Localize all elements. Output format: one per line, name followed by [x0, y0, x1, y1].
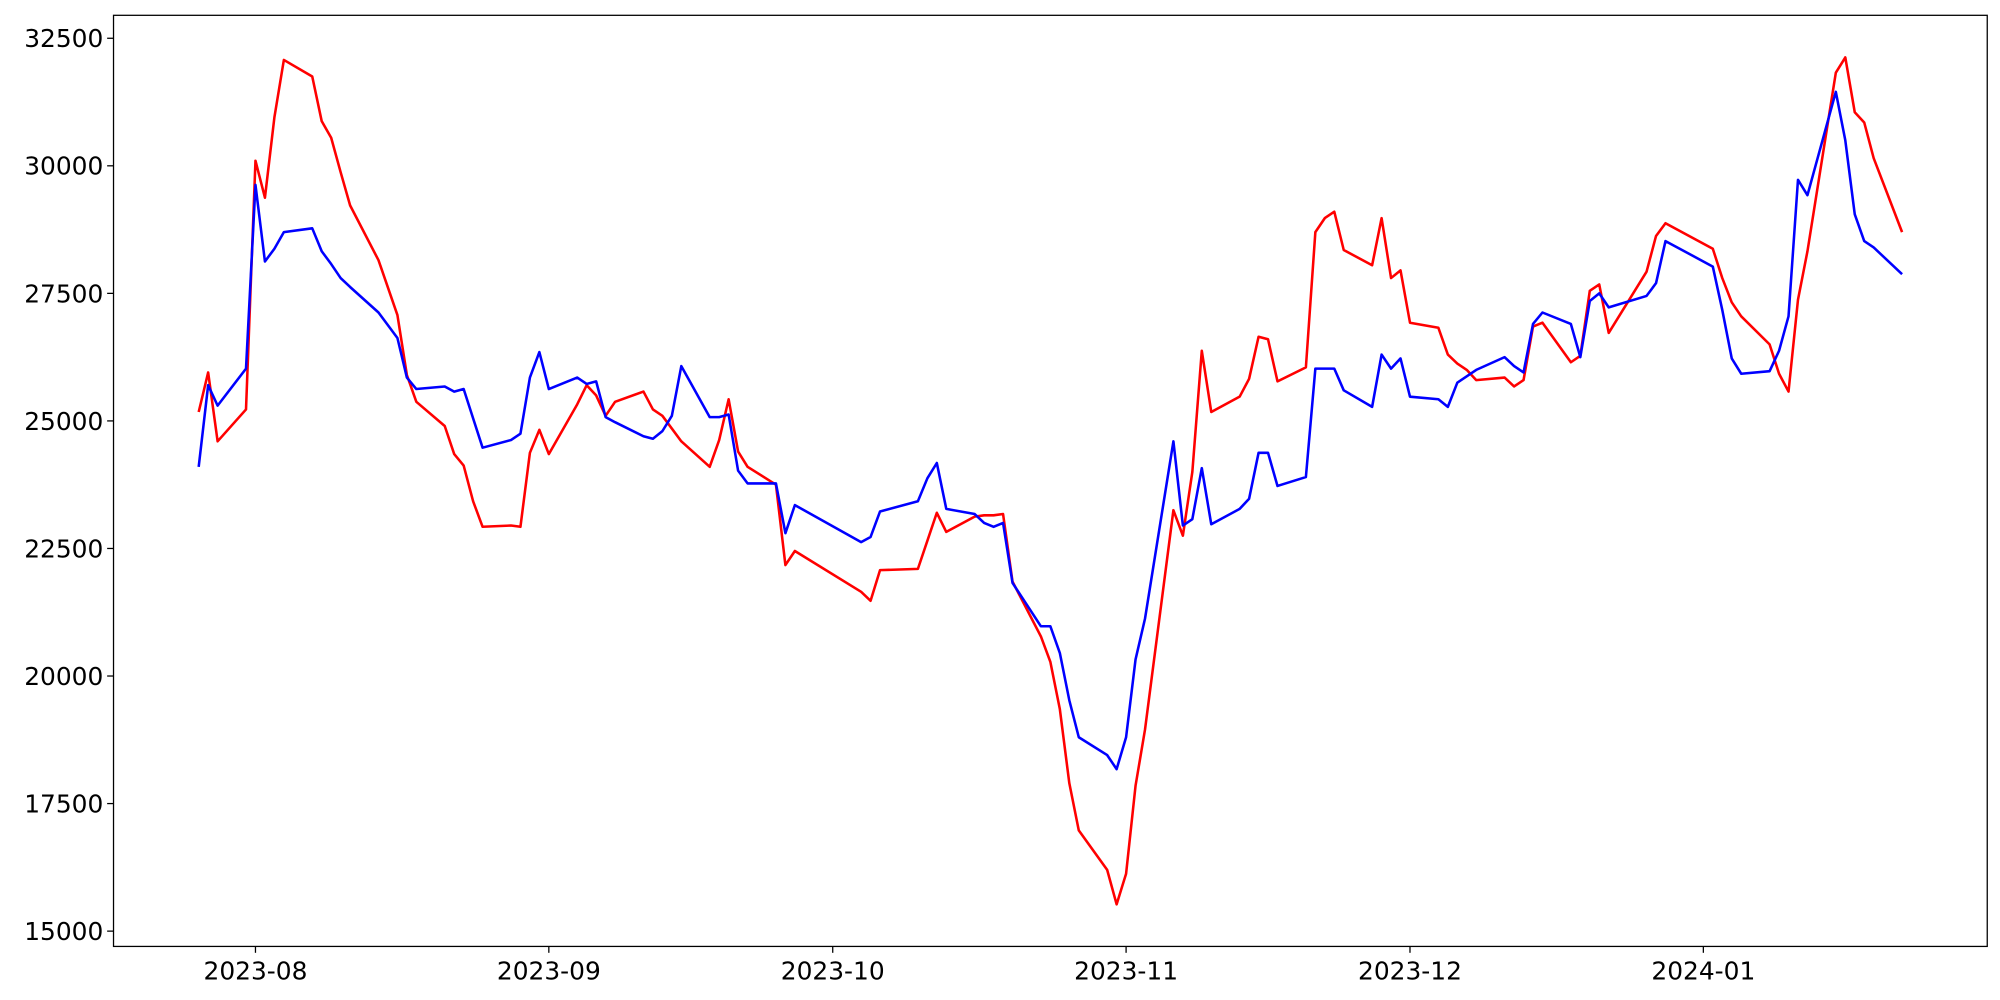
x-tick-label: 2023-12	[1358, 957, 1462, 986]
y-tick-label: 15000	[24, 917, 103, 946]
y-tick-label: 30000	[24, 152, 103, 181]
y-tick-label: 32500	[24, 24, 103, 53]
x-tick-label: 2023-08	[204, 957, 308, 986]
x-tick-label: 2024-01	[1651, 957, 1755, 986]
y-tick-label: 17500	[24, 789, 103, 818]
data-line	[197, 90, 1903, 771]
plot-frame	[112, 14, 1988, 948]
x-tick-label: 2023-11	[1074, 957, 1178, 986]
y-tick-label: 22500	[24, 534, 103, 563]
x-tick-label: 2023-10	[781, 957, 885, 986]
data-line	[197, 56, 1904, 906]
y-tick-label: 20000	[24, 662, 103, 691]
x-tick-label: 2023-09	[497, 957, 601, 986]
y-tick-label: 25000	[24, 407, 103, 436]
y-tick-label: 27500	[24, 279, 103, 308]
